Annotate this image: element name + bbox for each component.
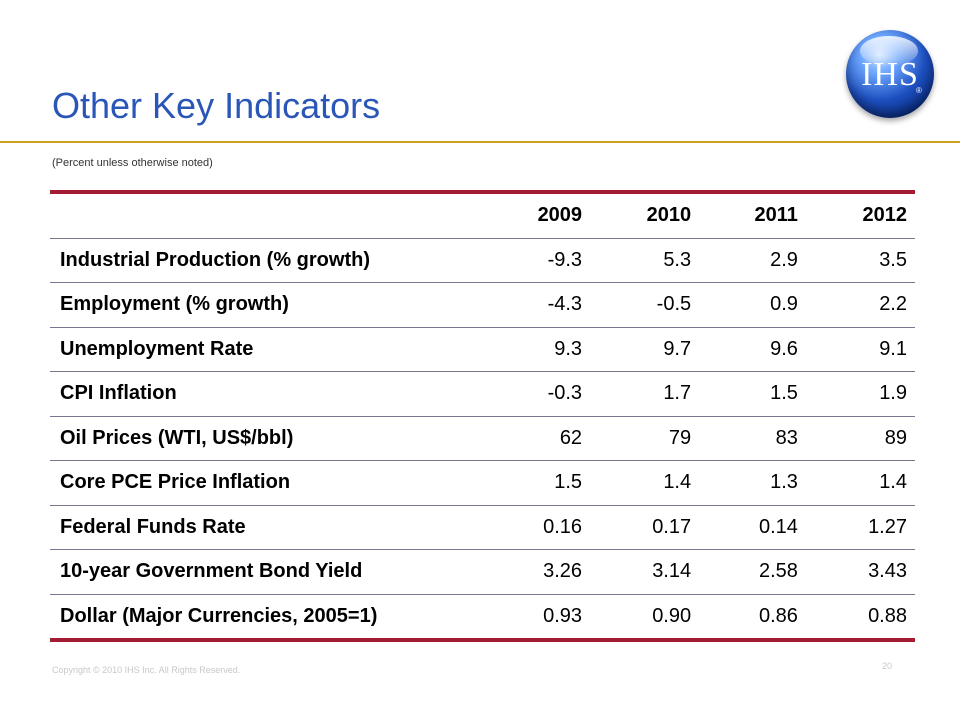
year-header: 2011	[699, 192, 806, 239]
value-cell: 3.26	[481, 549, 591, 595]
row-label: Core PCE Price Inflation	[50, 460, 481, 506]
row-label: Federal Funds Rate	[50, 505, 481, 550]
indicators-table: 2009 2010 2011 2012 Industrial Productio…	[50, 190, 915, 642]
table-row: Unemployment Rate 9.3 9.7 9.6 9.1	[50, 327, 915, 372]
logo-registered-mark: ®	[916, 86, 922, 95]
row-label: Industrial Production (% growth)	[50, 238, 481, 283]
value-cell: 2.58	[699, 549, 806, 595]
table-header-row: 2009 2010 2011 2012	[50, 192, 915, 239]
ihs-logo: IHS ®	[846, 30, 934, 118]
units-note: (Percent unless otherwise noted)	[52, 157, 213, 169]
value-cell: 5.3	[590, 238, 700, 283]
year-header: 2012	[805, 192, 915, 239]
value-cell: 0.90	[652, 604, 692, 627]
value-cell: 0.93	[543, 604, 583, 627]
value-cell: -4.3	[481, 282, 591, 328]
row-label: Unemployment Rate	[50, 327, 481, 372]
value-cell: -0.3	[481, 371, 591, 417]
table-row: CPI Inflation -0.3 1.7 1.5 1.9	[50, 371, 915, 417]
value-cell: 3.14	[590, 549, 700, 595]
table-row: Employment (% growth) -4.3 -0.5 0.9 2.2	[50, 282, 915, 328]
copyright-footer: Copyright © 2010 IHS Inc. All Rights Res…	[52, 665, 241, 675]
year-header: 2010	[590, 192, 700, 239]
value-cell: 3.43	[805, 549, 915, 595]
table-row: Oil Prices (WTI, US$/bbl) 62 79 83 89	[50, 416, 915, 461]
slide-title: Other Key Indicators	[52, 85, 381, 126]
value-cell: 1.4	[805, 460, 915, 506]
row-label: Dollar (Major Currencies, 2005=1)	[60, 604, 378, 627]
logo-text: IHS	[861, 56, 919, 93]
value-cell: 1.7	[590, 371, 700, 417]
header-blank-cell	[50, 192, 481, 239]
value-cell: 1.4	[590, 460, 700, 506]
value-cell: 1.5	[699, 371, 806, 417]
value-cell: 79	[590, 416, 700, 461]
value-cell: 0.17	[590, 505, 700, 550]
row-label: CPI Inflation	[50, 371, 481, 417]
value-cell: -0.5	[590, 282, 700, 328]
table-row: 10-year Government Bond Yield 3.26 3.14 …	[50, 549, 915, 595]
value-cell: 9.1	[805, 327, 915, 372]
value-cell: 62	[481, 416, 591, 461]
value-cell: 9.3	[481, 327, 591, 372]
value-cell: 0.9	[699, 282, 806, 328]
value-cell: 0.16	[481, 505, 591, 550]
value-cell: 89	[805, 416, 915, 461]
value-cell: 0.14	[699, 505, 806, 550]
row-label: Oil Prices (WTI, US$/bbl)	[50, 416, 481, 461]
value-cell: 0.86	[758, 604, 798, 627]
row-label: Employment (% growth)	[50, 282, 481, 328]
value-cell: 1.27	[805, 505, 915, 550]
table-row: Industrial Production (% growth) -9.3 5.…	[50, 238, 915, 283]
title-rule	[0, 141, 960, 143]
year-header: 2009	[481, 192, 591, 239]
value-cell: 1.9	[805, 371, 915, 417]
value-cell: 83	[699, 416, 806, 461]
value-cell: 9.6	[699, 327, 806, 372]
row-label: 10-year Government Bond Yield	[50, 549, 481, 595]
value-cell: 3.5	[805, 238, 915, 283]
page-number: 20	[882, 661, 893, 671]
table-row: Core PCE Price Inflation 1.5 1.4 1.3 1.4	[50, 460, 915, 506]
value-cell: -9.3	[481, 238, 591, 283]
table-row: Dollar (Major Currencies, 2005=1) 0.93 0…	[50, 594, 915, 640]
value-cell: 0.88	[868, 604, 907, 627]
table-row: Federal Funds Rate 0.16 0.17 0.14 1.27	[50, 505, 915, 550]
value-cell: 2.2	[805, 282, 915, 328]
value-cell: 1.5	[481, 460, 591, 506]
value-cell: 2.9	[699, 238, 806, 283]
value-cell: 9.7	[590, 327, 700, 372]
value-cell: 1.3	[699, 460, 806, 506]
